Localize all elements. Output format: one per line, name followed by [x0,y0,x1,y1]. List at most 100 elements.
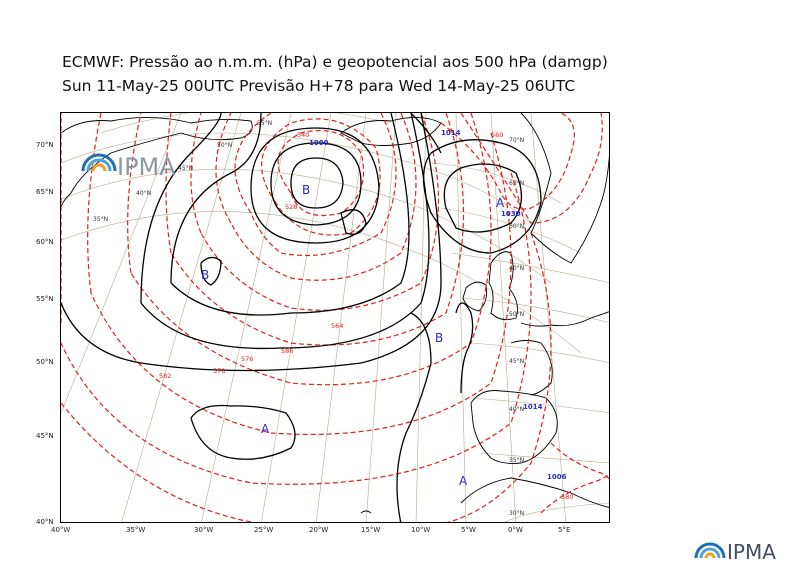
lon-label-30w: 30°W [194,526,214,534]
geopotential-label-540: 540 [297,131,309,139]
geopotential-label-582: 582 [159,372,171,380]
geopotential-contours [61,113,609,522]
graticule-label-70n: 70°N [509,137,524,144]
graticule-lon-30w [201,113,292,522]
weather-map: 55°N 50°N 45°N 40°N 35°N 30°N 65°N 60°N … [60,112,610,523]
geopotential-contour [460,113,603,224]
graticule-label-65n: 65°N [509,180,524,187]
geopotential-contour [127,113,492,386]
geopotential-contour [234,113,397,257]
isobar [290,157,344,209]
map-canvas: 55°N 50°N 45°N 40°N 35°N 30°N 65°N 60°N … [61,113,609,522]
graticule-lat-35n [61,211,582,354]
lon-label-20w: 20°W [309,526,329,534]
isobars [61,113,542,522]
chart-title-line2: Sun 11-May-25 00UTC Previsão H+78 para W… [62,77,576,95]
graticule-lat-45n [61,132,532,224]
geopotential-contour [215,113,417,281]
geopotential-label-528: 528 [285,203,297,211]
lat-label-45n: 45°N [36,432,54,440]
geopotential-contour [165,113,465,346]
isobar [250,127,380,244]
high-center-south: A [459,474,468,488]
graticule-label-35n-east: 35°N [509,457,524,464]
coast-europe [520,311,609,327]
isobar [410,113,442,154]
lon-label-25w: 25°W [254,526,274,534]
graticule-lat-50n-east [460,297,609,323]
graticule [61,113,609,522]
graticule-label-45n: 45°N [178,165,193,172]
graticule-lon-5e [530,113,567,522]
graticule-label-60n: 60°N [509,223,524,230]
isobar-label-1030: 1030 [501,210,521,218]
graticule-lat-50n [100,113,392,134]
isobar-label-1014: 1014 [441,129,461,137]
geopotential-label-560: 560 [491,131,503,139]
isobar-label-1006: 1006 [547,473,567,481]
geopotential-contour [261,118,381,236]
geopotential-label-580: 580 [561,493,573,501]
geopotential-contour [190,113,440,311]
logo-arc-icon [694,542,726,559]
coast-greenland [61,117,253,209]
isobar [270,142,362,226]
lon-label-35w: 35°W [126,526,146,534]
isobar [340,209,367,235]
lat-label-70n: 70°N [36,141,54,149]
lon-label-10w: 10°W [411,526,431,534]
graticule-label-35n: 35°N [93,216,108,223]
graticule-lon-15w [365,113,397,522]
graticule-label-55n: 55°N [257,120,272,127]
isobar [396,312,432,522]
graticule-lon-5w [455,113,467,522]
geopotential-contour [550,442,609,480]
graticule-label-40n: 40°N [136,190,151,197]
graticule-lon-20w [315,113,367,522]
isobar [455,302,474,394]
graticule-lat-40n-east [470,397,609,414]
geopotential-label-564: 564 [331,322,343,330]
lon-label-5w: 5°W [461,526,476,534]
lon-label-40w: 40°W [51,526,71,534]
low-center-west: B [201,268,209,282]
logo-text: IPMA [727,540,776,564]
lat-label-60n: 60°N [36,238,54,246]
ipma-logo-corner: IPMA [694,540,776,564]
coast-scandinavia [520,113,609,264]
isobar [170,113,410,316]
geopotential-label-576: 576 [241,355,253,363]
pressure-centers: B B B A A A [201,183,505,488]
geopotential-contour [61,232,552,522]
geopotential-contour [440,113,575,210]
logo-text: IPMA [117,153,176,181]
geopotential-contour [277,129,365,217]
isobar [422,139,542,254]
high-center-atlantic: A [261,422,270,436]
lat-label-65n: 65°N [36,188,54,196]
isobar [443,163,523,233]
lon-label-15w: 15°W [361,526,381,534]
coast-britain [488,251,518,321]
coastlines [61,113,609,514]
geopotential-contour [87,113,512,436]
lon-label-0w: 0°W [508,526,523,534]
coast-iberia [470,390,558,464]
low-center-iceland: B [302,183,310,197]
graticule-label-55n-east: 40°N [509,265,524,272]
graticule-lon-35w [121,113,242,522]
lat-label-40n: 40°N [36,518,54,526]
geopotential-label-586: 586 [281,347,293,355]
isobar-label-1014-south: 1014 [523,403,543,411]
coast-azores [360,510,372,514]
graticule-lon-40w [61,113,182,414]
high-center-north: A [496,196,505,210]
coast-france [510,340,553,396]
chart-title-line1: ECMWF: Pressão ao n.m.m. (hPa) e geopote… [62,53,608,71]
graticule-lat-45n-east [470,342,609,363]
isobar [140,113,430,350]
geopotential-contour [540,473,609,514]
lat-label-50n: 50°N [36,358,54,366]
logo-arc-icon [81,153,117,172]
low-center-biscay: B [435,331,443,345]
